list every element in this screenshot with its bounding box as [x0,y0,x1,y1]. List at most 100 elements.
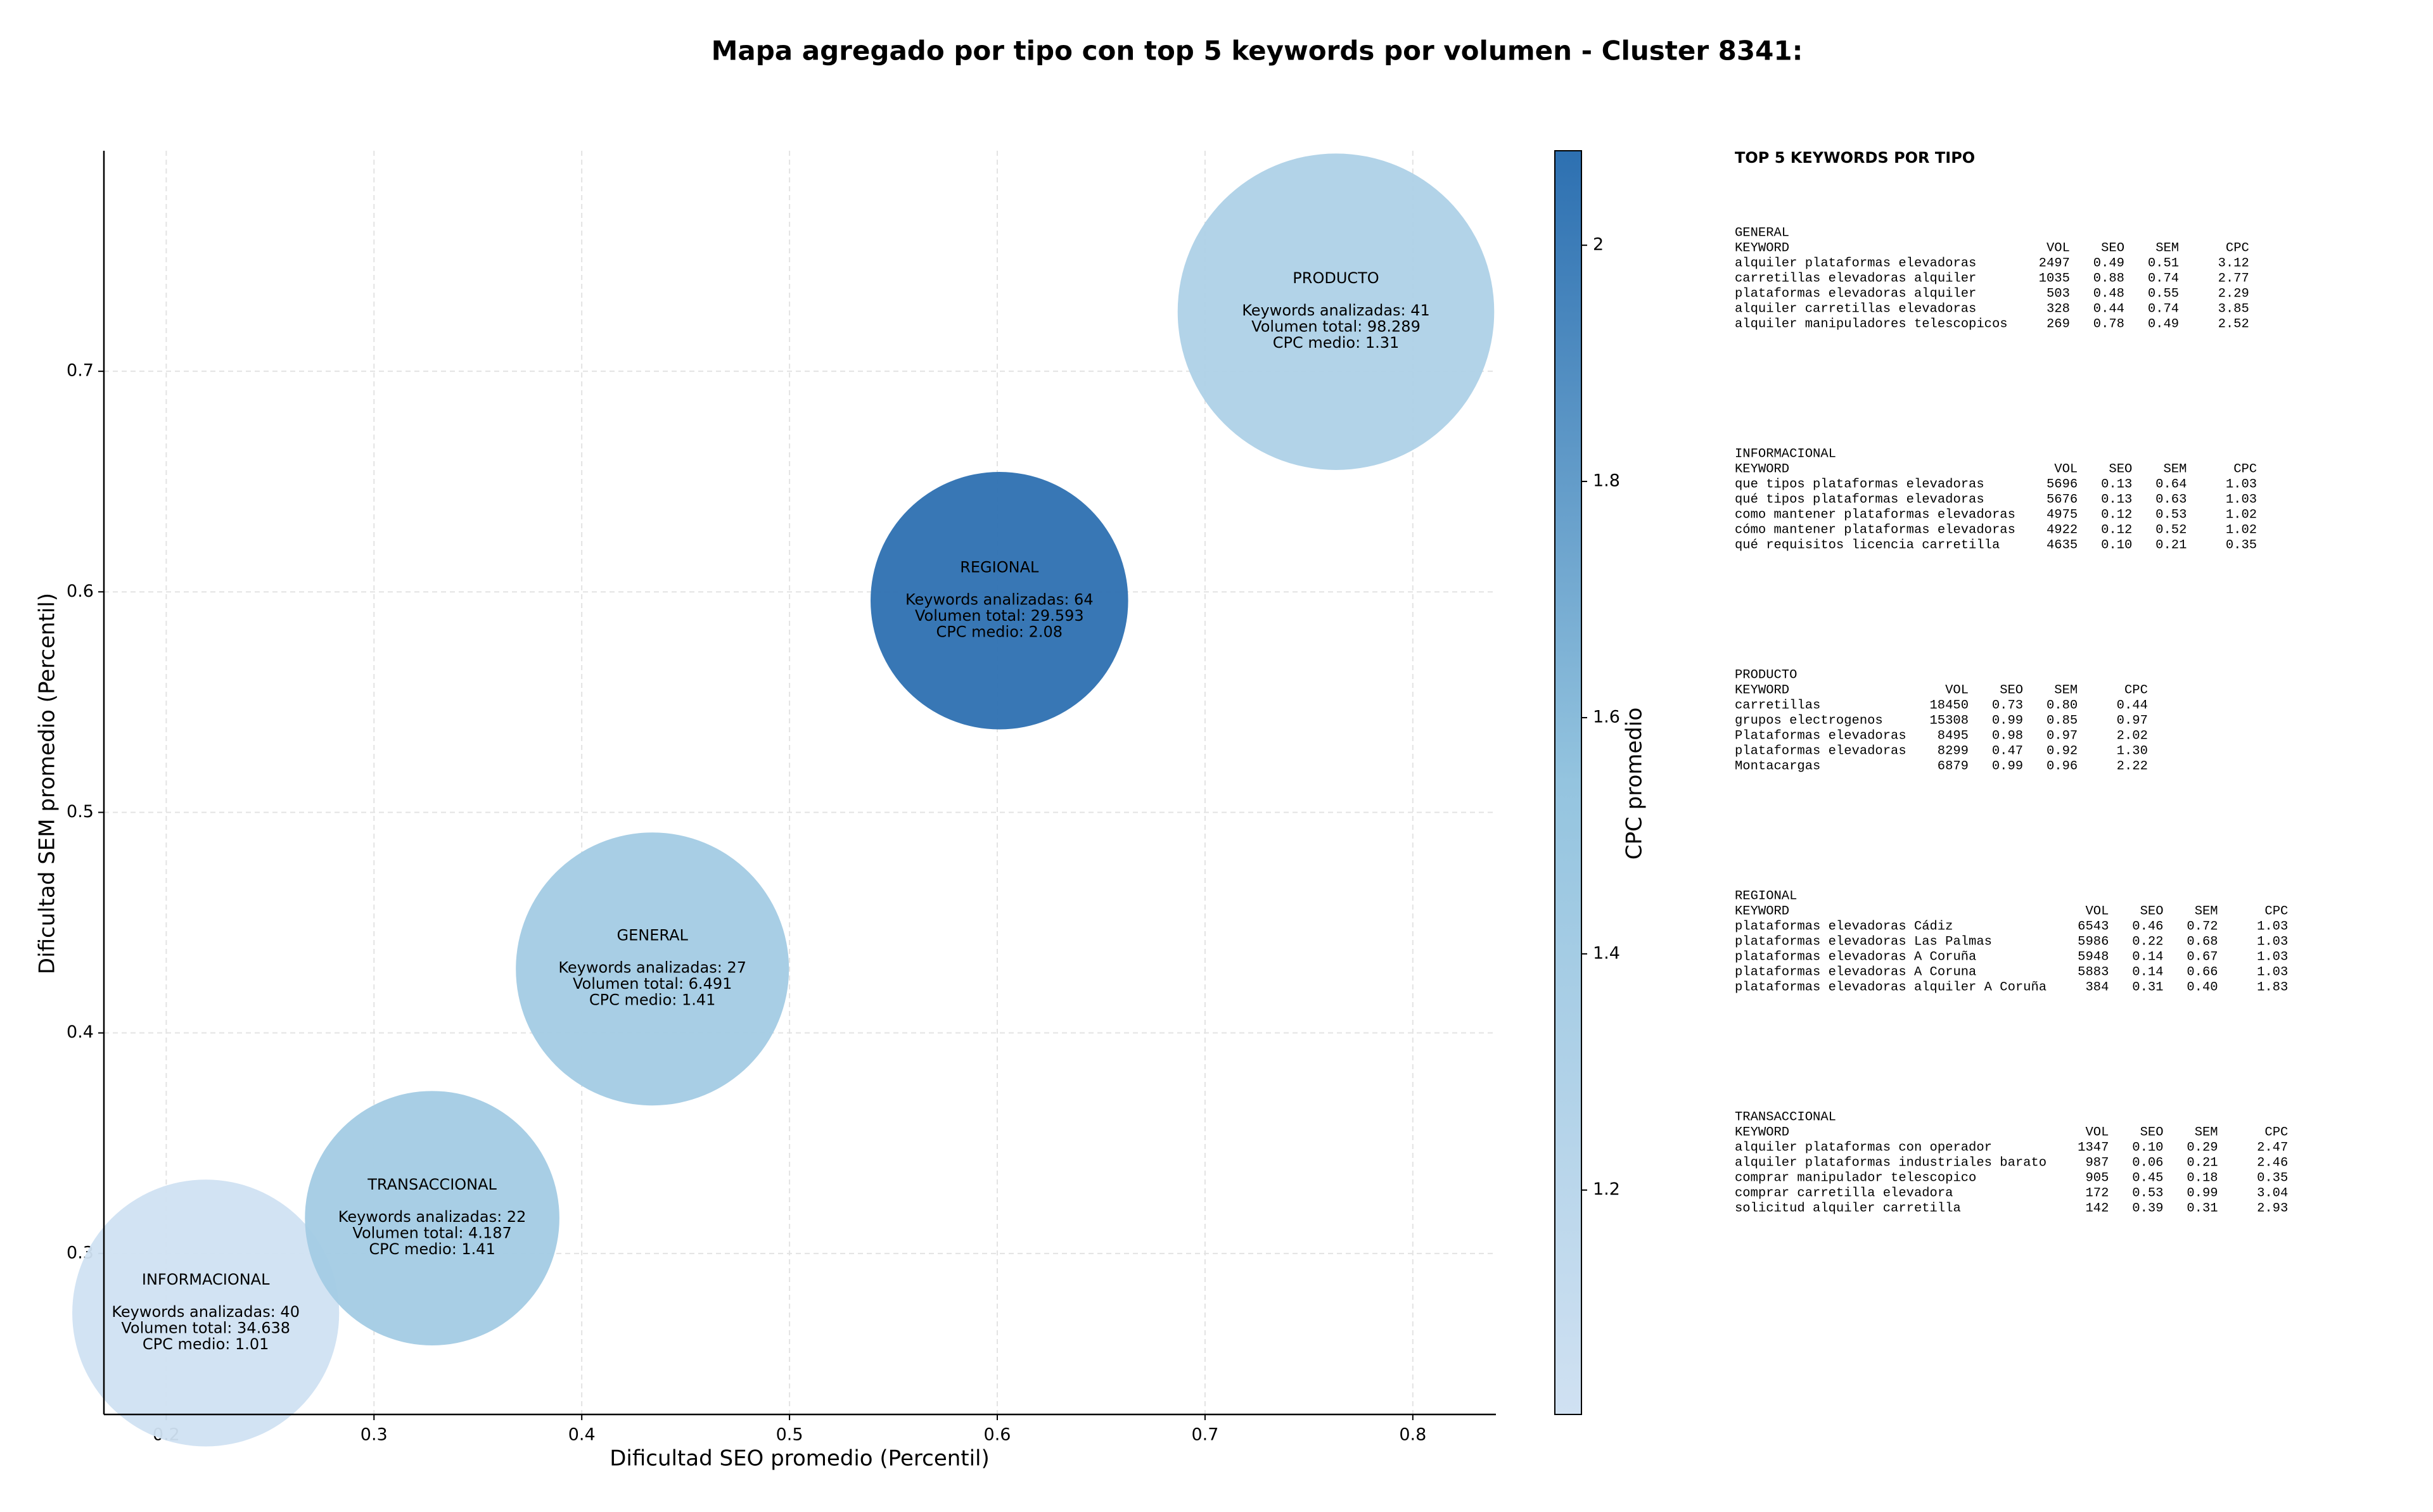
table-cell: VOL [2054,462,2078,476]
table-cell: 3.85 [2218,302,2249,316]
table-cell: SEM [2155,241,2179,255]
bubble-label: REGIONAL [960,558,1039,576]
table-cell: 0.49 [2148,317,2179,331]
table-cell: KEYWORD [1735,241,1789,255]
table-cell: 15308 [1929,713,1969,728]
table-cell: 5986 [2078,934,2109,949]
table-cell: 5676 [2047,492,2078,507]
bubble-label: TRANSACCIONAL [367,1176,497,1193]
table-cell: 503 [2047,286,2070,301]
table-cell: alquiler carretillas elevadoras [1735,302,1976,316]
table-cell: 8299 [1938,744,1969,758]
table-cell: 905 [2085,1171,2109,1185]
table-cell: alquiler manipuladores telescopicos [1735,317,2008,331]
x-tick-label: 0.8 [1399,1425,1426,1445]
table-cell: 6879 [1938,759,1969,773]
table-cell: 0.29 [2187,1140,2218,1155]
table-cell: alquiler plataformas industriales barato [1735,1155,2047,1170]
table-cell: 0.78 [2093,317,2124,331]
table-cell: 0.10 [2101,538,2132,552]
table-cell: 2.46 [2257,1155,2288,1170]
table-cell: 3.12 [2218,256,2249,270]
table-cell: VOL [1945,683,1969,697]
table-cell: 0.68 [2187,934,2218,949]
table-cell: 0.35 [2226,538,2257,552]
bubble-label: GENERAL [616,927,688,944]
table-cell: 0.12 [2101,507,2132,522]
bubble-detail: CPC medio: 1.31 [1273,334,1400,352]
table-cell: plataformas elevadoras A Coruña [1735,950,1976,964]
table-cell: 0.98 [1992,728,2023,743]
bubble-detail: CPC medio: 1.01 [143,1335,269,1353]
x-tick-label: 0.6 [984,1425,1011,1445]
table-cell: 0.88 [2093,271,2124,286]
y-tick-label: 0.7 [67,361,94,381]
table-cell: qué tipos plataformas elevadoras [1735,492,1984,507]
colorbar-tick-label: 2 [1593,235,1604,255]
table-name: GENERAL [1735,226,1789,240]
table-cell: 0.67 [2187,950,2218,964]
bubble-detail: Volumen total: 29.593 [915,607,1084,625]
table-cell: 0.49 [2093,256,2124,270]
table-cell: 0.73 [1992,698,2023,713]
table-cell: alquiler plataformas elevadoras [1735,256,1976,270]
table-cell: 0.63 [2155,492,2187,507]
table-cell: 1.83 [2257,980,2288,994]
table-cell: 1.02 [2226,507,2257,522]
table-cell: 0.64 [2155,477,2187,492]
bubble-detail: Keywords analizadas: 27 [558,959,746,977]
table-cell: 2.47 [2257,1140,2288,1155]
table-cell: 0.99 [1992,713,2023,728]
bubble [305,1091,559,1345]
table-cell: 384 [2085,980,2109,994]
table-name: TRANSACCIONAL [1735,1110,1836,1124]
colorbar-label: CPC promedio [1622,708,1647,860]
table-cell: 2.02 [2117,728,2148,743]
table-cell: VOL [2085,904,2109,918]
bubble-label: PRODUCTO [1293,269,1379,287]
table-cell: 0.06 [2132,1155,2163,1170]
table-cell: qué requisitos licencia carretilla [1735,538,2000,552]
table-cell: 0.85 [2047,713,2078,728]
table-cell: 2.29 [2218,286,2249,301]
table-cell: 0.44 [2117,698,2148,713]
table-cell: 2.93 [2257,1201,2288,1216]
table-cell: 0.53 [2155,507,2187,522]
bubble-label: INFORMACIONAL [142,1271,270,1288]
table-cell: 0.31 [2132,980,2163,994]
table-cell: 0.21 [2155,538,2187,552]
table-cell: 0.97 [2117,713,2148,728]
table-cell: SEM [2054,683,2078,697]
table-cell: 0.31 [2187,1201,2218,1216]
colorbar-tick-label: 1.2 [1593,1179,1620,1199]
table-cell: 0.12 [2101,523,2132,537]
table-cell: 0.80 [2047,698,2078,713]
bubble-detail: Volumen total: 4.187 [352,1224,511,1242]
table-cell: SEM [2163,462,2187,476]
table-cell: 3.04 [2257,1186,2288,1200]
bubble-detail: Volumen total: 34.638 [121,1319,290,1337]
table-cell: 2.52 [2218,317,2249,331]
table-cell: plataformas elevadoras Las Palmas [1735,934,1992,949]
table-cell: 0.22 [2132,934,2163,949]
bubble-detail: Keywords analizadas: 41 [1242,302,1430,319]
table-cell: como mantener plataformas elevadoras [1735,507,2015,522]
table-cell: 0.55 [2148,286,2179,301]
table-cell: plataformas elevadoras A Coruna [1735,965,1976,979]
bubble [1177,153,1495,470]
table-cell: 0.21 [2187,1155,2218,1170]
table-cell: plataformas elevadoras alquiler [1735,286,1976,301]
table-cell: CPC [2124,683,2148,697]
table-cell: SEM [2195,904,2218,918]
table-cell: plataformas elevadoras [1735,744,1906,758]
table-cell: 269 [2047,317,2070,331]
table-cell: CPC [2233,462,2257,476]
bubble-detail: Keywords analizadas: 40 [112,1303,300,1321]
table-cell: 0.10 [2132,1140,2163,1155]
table-cell: 0.96 [2047,759,2078,773]
table-cell: 5948 [2078,950,2109,964]
bubble-detail: Volumen total: 98.289 [1251,318,1421,336]
colorbar-tick-label: 1.6 [1593,707,1620,727]
table-cell: 18450 [1929,698,1969,713]
